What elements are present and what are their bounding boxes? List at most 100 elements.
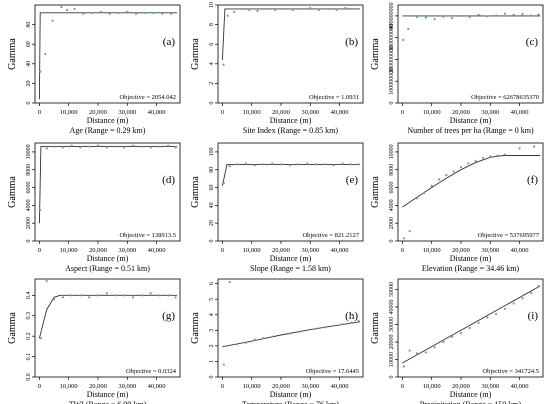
x-tick-label: 30,000 (481, 109, 499, 116)
variogram-panel: 0 10,000 20,000 30,000 40,000 0 2000 4000 6000 80… (370, 142, 544, 273)
x-tick-label: 0 (401, 247, 404, 254)
y-axis-title: Gamma (370, 38, 381, 70)
data-point (521, 297, 524, 300)
panel-tag: (b) (345, 36, 358, 48)
data-point (282, 7, 286, 11)
data-point (537, 284, 540, 288)
data-point (132, 144, 135, 147)
y-tick-label: 20 (209, 220, 215, 226)
panel-tag: (f) (527, 174, 538, 186)
data-point (244, 341, 247, 344)
y-tick-label: 0 (389, 102, 395, 105)
data-point (433, 18, 436, 21)
y-tick-label: 60 (209, 185, 215, 191)
variogram-panel: 0 10,000 20,000 30,000 40,000 0 10000000020000… (370, 2, 544, 135)
panel-tag: (e) (346, 174, 359, 186)
data-point (486, 316, 489, 319)
x-tick-label: 0 (221, 247, 224, 254)
y-tick-label: 3 (209, 329, 215, 332)
data-point (408, 349, 411, 352)
data-point (350, 321, 353, 324)
variogram-panel: 0 10,000 20,000 30,000 40,000 0 1 2 3 4 5 6 Gamma Dis… (190, 278, 364, 404)
x-tick-label: 0 (221, 383, 224, 390)
data-point (170, 12, 173, 15)
y-tick-label: 2 (209, 82, 215, 85)
data-point (39, 337, 42, 340)
data-point (297, 330, 300, 333)
y-tick-label: 200000000 (389, 46, 395, 73)
data-point (512, 302, 515, 305)
data-point (253, 338, 256, 341)
data-point (477, 13, 480, 16)
objective-label: Objective = 341724.5 (482, 368, 539, 375)
variogram-panel: 0 10,000 20,000 30,000 40,000 0 2000 4000 6000 80… (7, 142, 181, 273)
x-tick-label: 40,000 (148, 383, 166, 390)
data-point (244, 162, 247, 165)
y-tick-label: 0 (209, 376, 215, 379)
data-point (73, 7, 76, 11)
plot-frame (217, 4, 364, 104)
data-point (468, 15, 471, 19)
data-point (402, 38, 405, 41)
x-tick-label: 30,000 (118, 109, 136, 116)
y-axis-title: Gamma (370, 312, 381, 344)
data-point (253, 164, 256, 167)
data-point (152, 11, 155, 14)
y-tick-label: 4 (209, 313, 215, 316)
data-point (45, 279, 48, 283)
data-point (415, 15, 419, 19)
data-point (486, 15, 489, 18)
data-point (415, 352, 419, 355)
y-tick-label: 2000 (26, 217, 32, 229)
data-point (495, 312, 498, 316)
data-point (45, 147, 48, 150)
plot-frame (397, 142, 544, 242)
x-tick-label: 10,000 (60, 383, 78, 390)
data-point (315, 327, 318, 330)
y-tick-label: 0.4 (26, 292, 32, 300)
panel-tag: (i) (528, 310, 539, 322)
data-point (140, 145, 144, 148)
panel-caption: Site Index (Range = 0.85 km) (243, 126, 338, 135)
data-point (489, 155, 492, 158)
panel-caption: Number of trees per ha (Range = 0 km) (407, 126, 534, 135)
data-point (247, 8, 250, 11)
data-point (445, 173, 448, 177)
x-tick-label: 30,000 (481, 383, 499, 390)
x-axis-title: Distance (m) (87, 116, 129, 125)
data-point (265, 7, 268, 11)
data-point (39, 70, 42, 73)
variogram-panel: 0 10,000 20,000 30,000 40,000 0 20 40 60 80 Gamma D… (7, 4, 181, 135)
objective-label: Objective = 17.6445 (306, 368, 359, 375)
data-point (114, 294, 117, 297)
data-point (437, 178, 441, 181)
plot-frame (217, 142, 364, 242)
data-point (341, 162, 344, 165)
data-point (99, 10, 103, 13)
y-tick-label: 10000 (389, 352, 395, 367)
data-point (228, 165, 231, 168)
x-tick-label: 10,000 (60, 247, 78, 254)
data-point (408, 230, 411, 233)
data-point (433, 346, 436, 349)
x-tick-label: 0 (221, 109, 224, 116)
data-point (70, 144, 73, 147)
y-tick-label: 50000 (389, 282, 395, 297)
y-tick-label: 0 (209, 240, 215, 243)
data-point (233, 10, 236, 13)
panel-tag: (h) (345, 310, 358, 322)
x-axis-title: Distance (m) (87, 254, 129, 263)
panel-tag: (d) (162, 174, 175, 186)
x-axis-title: Distance (m) (450, 390, 492, 399)
data-point (158, 145, 161, 148)
y-tick-label: 0 (389, 376, 395, 379)
variogram-panel: 0 10,000 20,000 30,000 40,000 0.0 0.1 0.2 0.3 0.4… (7, 278, 181, 404)
data-point (291, 8, 294, 11)
data-point (521, 13, 524, 16)
data-point (323, 163, 327, 166)
x-axis-title: Distance (m) (270, 116, 312, 125)
data-point (96, 294, 100, 297)
x-tick-label: 0 (38, 109, 41, 116)
y-axis-title: Gamma (190, 176, 201, 208)
y-tick-label: 10000 (389, 144, 395, 159)
